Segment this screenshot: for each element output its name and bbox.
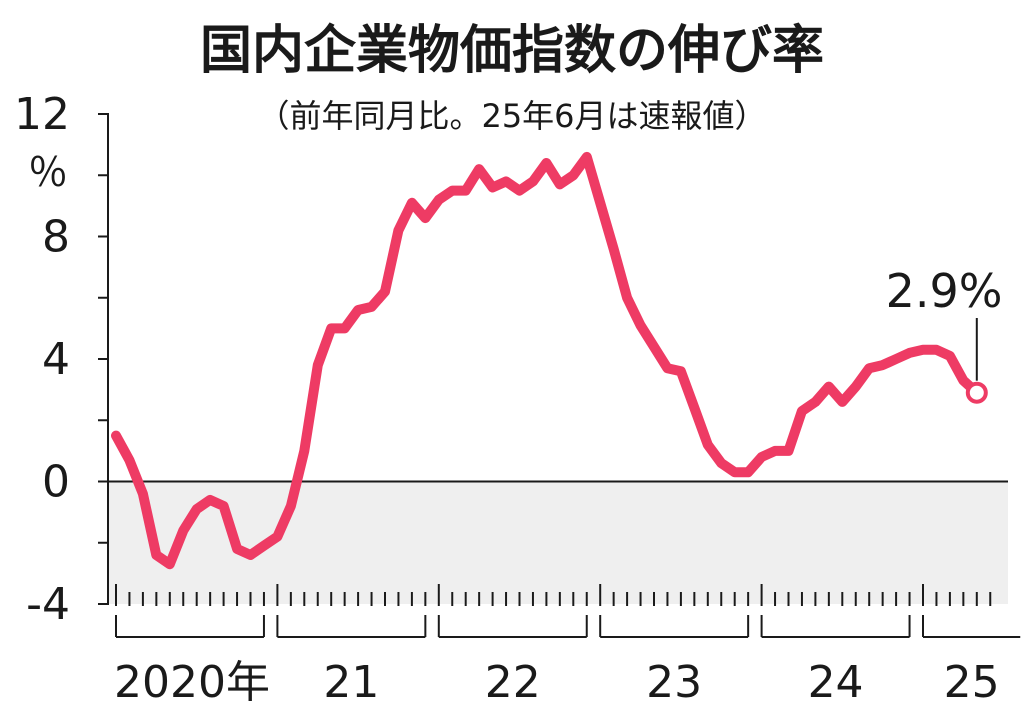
- end-point-marker: [965, 381, 988, 404]
- y-unit-label: ％: [28, 150, 68, 196]
- y-tick-label: 12: [14, 89, 70, 140]
- y-tick-label: 8: [42, 212, 70, 263]
- year-bracket: [599, 615, 750, 638]
- year-bracket: [760, 615, 911, 638]
- x-year-label: 25: [944, 657, 1000, 708]
- negative-region-shading: [108, 481, 1008, 604]
- annotation-label: 2.9%: [886, 264, 1003, 318]
- chart-subtitle: （前年同月比。25年6月は速報値）: [257, 97, 766, 135]
- year-bracket: [922, 615, 1021, 638]
- y-tick-label: 0: [42, 457, 70, 508]
- series-line: [111, 151, 982, 570]
- y-tick-label: -4: [26, 579, 70, 630]
- year-bracket: [276, 615, 427, 638]
- y-tick-label: 4: [42, 334, 70, 385]
- x-axis: 2020年 21 22 23 24 25: [114, 584, 1021, 708]
- x-year-label: 2020年: [114, 657, 270, 708]
- chart-title: 国内企業物価指数の伸び率: [200, 21, 824, 81]
- x-year-label: 24: [808, 657, 864, 708]
- year-bracket: [437, 615, 588, 638]
- x-year-label: 21: [323, 657, 379, 708]
- x-year-label: 22: [485, 657, 541, 708]
- x-year-label: 23: [646, 657, 702, 708]
- year-bracket: [115, 615, 265, 638]
- y-axis: -4 0 4 8 12: [14, 89, 1008, 630]
- series-layer: 2.9%: [111, 151, 1003, 570]
